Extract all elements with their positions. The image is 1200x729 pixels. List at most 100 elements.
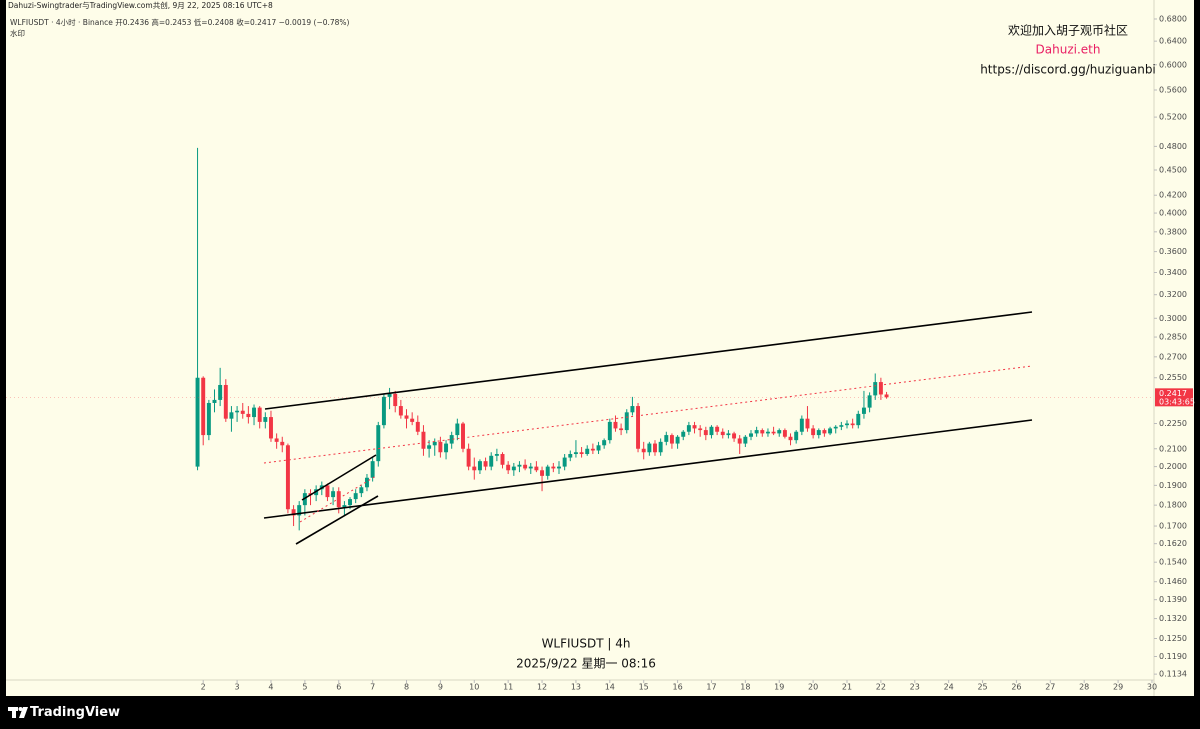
y-tick-label: 0.4200 <box>1159 191 1187 200</box>
y-tick-label: 0.2550 <box>1159 373 1187 382</box>
candle-body <box>268 417 273 439</box>
wedge-lower <box>295 495 379 545</box>
candle-body <box>257 407 262 422</box>
candle-body <box>681 431 686 437</box>
chart-pane <box>6 0 1194 696</box>
channel-mid <box>263 365 1033 464</box>
candle-body <box>675 436 680 444</box>
candle-body <box>664 435 669 442</box>
candle-body <box>873 382 878 396</box>
candle-body <box>500 454 505 465</box>
wedge-upper <box>301 454 377 501</box>
y-tick-label: 0.1190 <box>1159 652 1187 661</box>
candle-body <box>438 441 443 453</box>
x-tick-label: 15 <box>639 683 649 692</box>
candle-body <box>285 445 290 510</box>
candle-body <box>811 428 816 436</box>
candle-body <box>647 443 652 453</box>
y-tick-label: 0.1800 <box>1159 501 1187 510</box>
logo-slash <box>19 707 28 718</box>
x-tick-label: 11 <box>503 683 513 692</box>
candle-body <box>794 431 799 441</box>
candle-body <box>636 406 641 449</box>
candle-body <box>489 455 494 467</box>
symbol-caption: WLFIUSDT | 4h <box>542 637 631 651</box>
candle-body <box>494 454 499 456</box>
y-tick-label: 0.5600 <box>1159 85 1187 94</box>
candle-body <box>534 466 539 471</box>
y-tick-label: 0.4500 <box>1159 165 1187 174</box>
y-tick-label: 0.5200 <box>1159 113 1187 122</box>
candle-body <box>381 396 386 426</box>
candle-body <box>483 461 488 467</box>
last-price-label: 0.2417 <box>1159 389 1187 398</box>
candle-body <box>816 430 821 436</box>
candle-body <box>732 433 737 439</box>
x-tick-label: 18 <box>740 683 750 692</box>
candle-body <box>845 423 849 426</box>
candle-body <box>235 410 240 413</box>
candle-body <box>455 423 460 436</box>
y-tick-label: 0.2000 <box>1159 462 1187 471</box>
x-tick-label: 17 <box>706 683 716 692</box>
candle-body <box>856 413 861 426</box>
x-tick-label: 13 <box>571 683 581 692</box>
x-tick-label: 26 <box>1011 683 1021 692</box>
y-tick-label: 0.3600 <box>1159 247 1187 256</box>
candle-body <box>743 436 748 444</box>
candle-body <box>867 395 872 408</box>
plot: 0.6800 0.6400 0.6000 0.5600 0.5200 0.4800 0.45… <box>6 14 1195 692</box>
candle-body <box>461 423 465 449</box>
candle-body <box>839 425 844 427</box>
x-tick-label: 22 <box>876 683 886 692</box>
candle-body <box>861 407 866 414</box>
candle-body <box>551 466 556 469</box>
y-tick-label: 0.6400 <box>1159 37 1187 46</box>
y-tick-label: 0.6000 <box>1159 60 1187 69</box>
y-tick-label: 0.6800 <box>1159 14 1187 23</box>
y-tick-label: 0.4800 <box>1159 142 1187 151</box>
x-tick-label: 5 <box>302 683 307 692</box>
x-tick-label: 23 <box>910 683 920 692</box>
y-tick-label: 0.1540 <box>1159 558 1187 567</box>
brand: TradingView <box>30 705 120 720</box>
y-tick-label: 0.2700 <box>1159 352 1187 361</box>
candle-body <box>669 435 674 444</box>
candle-body <box>336 491 341 508</box>
x-tick-label: 8 <box>404 683 409 692</box>
y-tick-label: 0.3800 <box>1159 227 1187 236</box>
x-tick-label: 12 <box>537 683 547 692</box>
x-tick-label: 24 <box>944 683 954 692</box>
candle-body <box>274 438 279 442</box>
candle-body <box>444 443 449 453</box>
y-tick-label: 0.2100 <box>1159 444 1187 453</box>
candle-body <box>630 406 635 413</box>
candle-body <box>466 448 471 467</box>
x-tick-label: 9 <box>438 683 443 692</box>
x-tick-label: 2 <box>201 683 206 692</box>
candle-body <box>359 487 364 494</box>
candle-body <box>590 448 595 451</box>
candle-body <box>884 394 889 398</box>
candle-body <box>782 430 787 437</box>
y-tick-label: 0.3000 <box>1159 314 1187 323</box>
candle-body <box>709 426 714 436</box>
candle-body <box>777 430 782 434</box>
candle-body <box>754 430 759 434</box>
candle-body <box>658 441 663 453</box>
candle-body <box>619 428 624 431</box>
channel-lower <box>263 419 1033 519</box>
candle-body <box>715 426 720 432</box>
channel-upper <box>264 311 1033 410</box>
candle-body <box>201 377 206 436</box>
candle-body <box>850 423 855 426</box>
candle-body <box>331 491 336 498</box>
y-tick-label: 0.1320 <box>1159 614 1187 623</box>
x-tick-label: 16 <box>672 683 682 692</box>
candle-body <box>511 466 516 471</box>
y-tick-label: 0.4000 <box>1159 209 1187 218</box>
candle-body <box>472 466 477 471</box>
candle-body <box>828 428 833 434</box>
candle-body <box>686 425 691 432</box>
candle-body <box>364 477 369 488</box>
